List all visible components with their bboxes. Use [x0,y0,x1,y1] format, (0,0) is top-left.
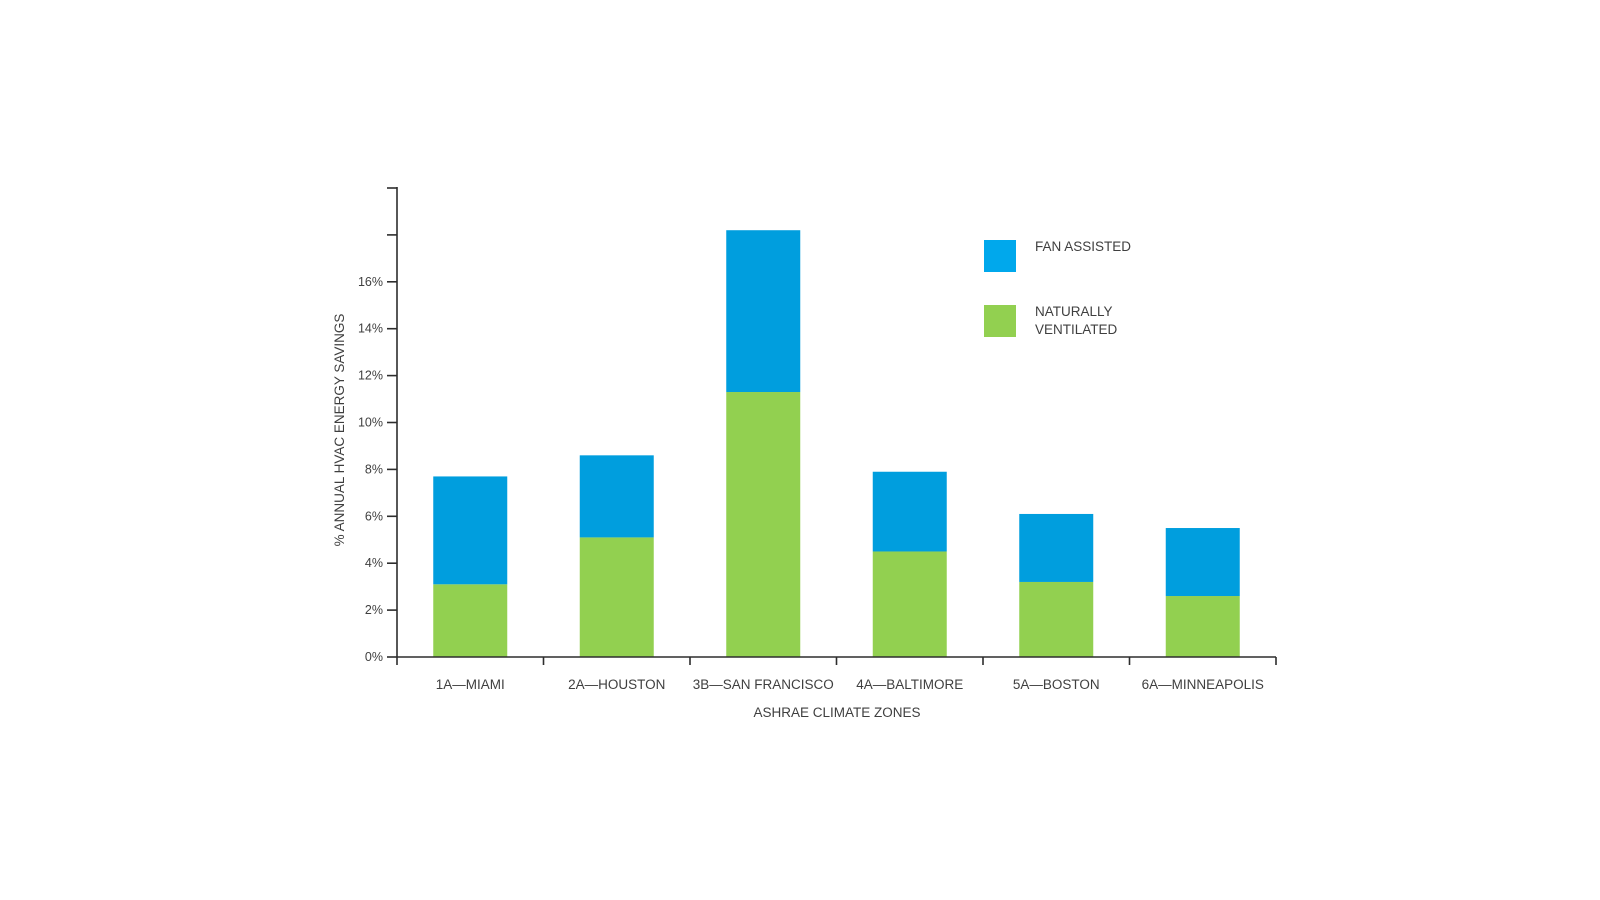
bar-segment [1019,581,1094,657]
legend-label: FAN ASSISTED [1035,239,1131,254]
bar-segment [872,471,947,552]
x-category-label: 6A—MINNEAPOLIS [1142,677,1264,692]
legend-swatch [984,240,1016,272]
y-tick-label: 14% [358,322,383,336]
bar-segment [433,584,508,657]
y-tick-label: 4% [365,556,383,570]
y-axis-title: % ANNUAL HVAC ENERGY SAVINGS [332,314,347,547]
y-tick-label: 12% [358,369,383,383]
bar-segment [1165,528,1240,597]
x-ticks-group: 1A—MIAMI 2A—HOUSTON 3B—SAN FRANCISCO 4A—BAL… [436,657,1277,692]
bar-segment [726,392,801,657]
bar-segment [1019,513,1094,582]
x-category-label: 2A—HOUSTON [568,677,665,692]
x-category-label: 3B—SAN FRANCISCO [693,677,834,692]
axes-group [396,187,1276,665]
bar-segment [433,476,508,585]
legend: FAN ASSISTED NATURALLY VENTILATED [984,239,1131,337]
y-tick-label: 10% [358,416,383,430]
legend-label: VENTILATED [1035,322,1118,337]
y-tick-label: 0% [365,650,383,664]
x-category-label: 5A—BOSTON [1013,677,1100,692]
x-axis-title: ASHRAE CLIMATE ZONES [753,705,920,720]
y-ticks-group: 0% 2% 4% 6% 8% 10% 12% 14% 16% [358,187,397,664]
y-tick-label: 16% [358,275,383,289]
y-tick-label: 8% [365,462,383,476]
x-category-label: 4A—BALTIMORE [856,677,963,692]
legend-label: NATURALLY [1035,304,1113,319]
bar-segment [726,230,801,393]
bar-segment [872,551,947,657]
bars-group [433,230,1240,657]
y-tick-label: 6% [365,509,383,523]
y-tick-label: 2% [365,603,383,617]
bar-segment [579,455,654,538]
legend-swatch [984,305,1016,337]
bar-segment [579,537,654,657]
bar-segment [1165,596,1240,657]
x-category-label: 1A—MIAMI [436,677,505,692]
